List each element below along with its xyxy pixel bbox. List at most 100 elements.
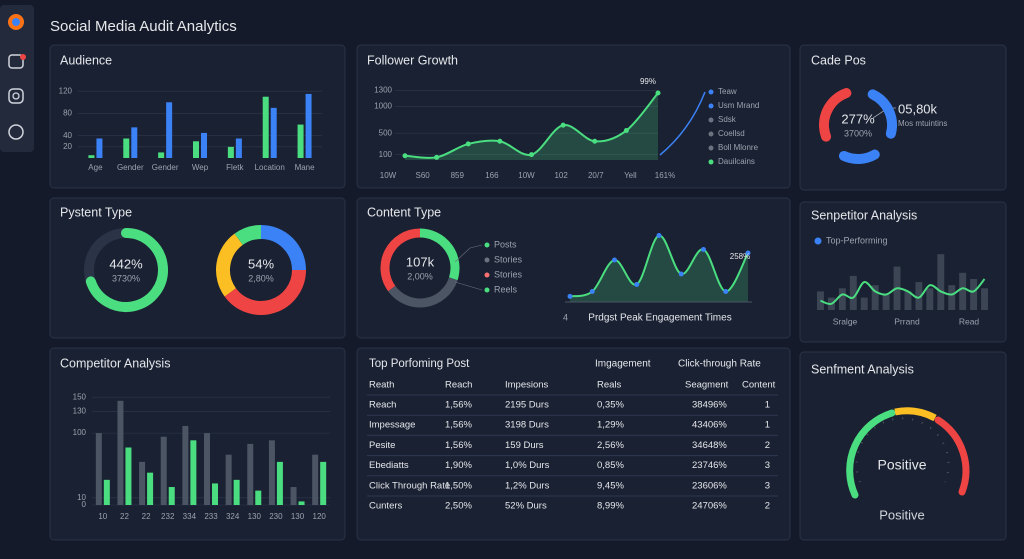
table-cell: 3 bbox=[765, 480, 770, 491]
x-tick-label: 130 bbox=[248, 512, 262, 521]
line bbox=[820, 278, 986, 305]
table-cell: 8,99% bbox=[597, 501, 624, 512]
table-cell: Ebediatts bbox=[369, 460, 409, 471]
legend-label: Dauilcains bbox=[718, 157, 755, 166]
point bbox=[497, 138, 503, 144]
donut-segment bbox=[838, 149, 880, 164]
instagram-lens bbox=[12, 92, 20, 100]
panel-title: Competitor Analysis bbox=[60, 356, 170, 370]
bar bbox=[860, 297, 868, 310]
x-tick-label: 102 bbox=[554, 171, 568, 180]
bar bbox=[262, 96, 269, 158]
x-tick-label: Gender bbox=[117, 163, 144, 172]
legend-label: Usm Mrand bbox=[718, 101, 759, 110]
annotation: 99% bbox=[640, 77, 656, 86]
point bbox=[612, 257, 617, 263]
point bbox=[560, 122, 566, 128]
panel-title: Pystent Type bbox=[60, 205, 132, 219]
table-cell: 1,29% bbox=[597, 420, 624, 431]
x-tick-label: 10W bbox=[518, 171, 535, 180]
bar bbox=[96, 138, 103, 158]
x-tick-label: Mane bbox=[295, 163, 316, 172]
bar bbox=[276, 461, 283, 505]
table-cell: 52% Durs bbox=[505, 501, 547, 512]
point bbox=[745, 250, 751, 256]
panel-title: Content Type bbox=[367, 205, 441, 219]
bar bbox=[970, 279, 978, 310]
table-cell: Cunters bbox=[369, 501, 403, 512]
bar bbox=[305, 93, 312, 158]
x-tick-label: 20/7 bbox=[588, 171, 604, 180]
y-tick-label: 100 bbox=[73, 428, 87, 437]
page-title: Social Media Audit Analytics bbox=[50, 18, 237, 35]
x-tick-label: 22 bbox=[120, 512, 129, 521]
table-cell: 38496% bbox=[692, 400, 727, 411]
nav-icon[interactable] bbox=[8, 54, 24, 69]
badge bbox=[20, 54, 26, 60]
legend-dot bbox=[708, 89, 714, 95]
x-tick-label: 161% bbox=[655, 171, 675, 180]
bar bbox=[871, 285, 879, 310]
bar bbox=[201, 132, 207, 158]
instagram-icon[interactable] bbox=[8, 88, 24, 104]
y-tick-label: 20 bbox=[63, 142, 72, 151]
x-tick-label: 859 bbox=[451, 171, 465, 180]
bar bbox=[255, 490, 262, 505]
gauge-label: Positive bbox=[877, 457, 926, 473]
bar bbox=[182, 425, 189, 505]
table-cell: 9,45% bbox=[597, 480, 624, 491]
table-cell: 2195 Durs bbox=[505, 400, 549, 411]
bar bbox=[227, 146, 234, 158]
legend-dot bbox=[484, 242, 490, 248]
stat-label: Mos mtuintins bbox=[898, 119, 947, 128]
point bbox=[592, 138, 598, 144]
x-tick-label: Gender bbox=[152, 163, 179, 172]
panel bbox=[356, 347, 791, 541]
x-tick-label: 324 bbox=[226, 512, 240, 521]
x-tick-label: 230 bbox=[269, 512, 283, 521]
table-title: Top Porfoming Post bbox=[369, 358, 470, 370]
bar bbox=[981, 288, 988, 310]
y-tick-label: 10 bbox=[77, 493, 86, 502]
legend-dot bbox=[814, 237, 822, 245]
logo-center bbox=[12, 18, 20, 26]
bar bbox=[204, 433, 210, 505]
bar bbox=[193, 141, 199, 158]
panel-title: Audience bbox=[60, 53, 112, 67]
x-tick-label: 22 bbox=[142, 512, 151, 521]
x-axis-title: Prdgst Peak Engagement Times bbox=[588, 313, 731, 324]
table-cell: Impessage bbox=[369, 420, 415, 431]
bar bbox=[225, 454, 232, 505]
table-cell: 23606% bbox=[692, 480, 727, 491]
sentiment-label: Positive bbox=[879, 507, 925, 522]
legend-dot bbox=[484, 257, 490, 263]
bar bbox=[959, 272, 967, 310]
y-tick-label: 1300 bbox=[374, 85, 392, 94]
donut-sub: 2,00% bbox=[407, 271, 433, 281]
donut-segment bbox=[85, 228, 168, 312]
bar bbox=[166, 102, 173, 158]
panel-title: Senpetitor Analysis bbox=[811, 208, 917, 222]
panel bbox=[356, 197, 791, 339]
x-tick-label: 130 bbox=[291, 512, 305, 521]
table-cell: 43406% bbox=[692, 420, 727, 431]
point bbox=[465, 141, 471, 147]
column-header: Seagment bbox=[685, 380, 729, 391]
legend-dot bbox=[484, 287, 490, 293]
x-tick-label: 334 bbox=[183, 512, 197, 521]
panel bbox=[356, 44, 791, 189]
table-cell: 0,35% bbox=[597, 400, 624, 411]
bar bbox=[298, 501, 305, 505]
legend-dot bbox=[484, 272, 490, 278]
bar bbox=[297, 124, 304, 158]
x-tick-label: Wep bbox=[192, 163, 209, 172]
legend-label: Sdsk bbox=[718, 115, 737, 124]
table-cell: 1,0% Durs bbox=[505, 460, 550, 471]
donut-value: 107k bbox=[406, 254, 435, 269]
x-tick-label: Age bbox=[88, 163, 103, 172]
group-header: Click-through Rate bbox=[678, 359, 761, 370]
chart-icon[interactable] bbox=[8, 124, 24, 140]
point bbox=[529, 152, 534, 158]
legend-connector bbox=[454, 244, 483, 291]
x-tick-label: 10 bbox=[98, 512, 107, 521]
